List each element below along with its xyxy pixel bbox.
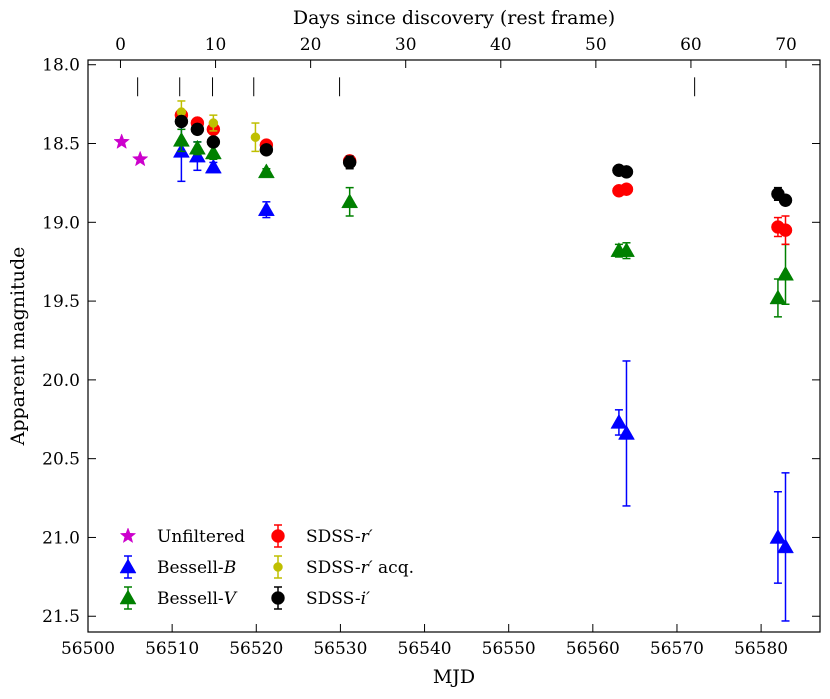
data-layer xyxy=(113,100,794,622)
data-point xyxy=(190,122,205,137)
series-sdss-i xyxy=(174,114,793,207)
legend-label-unfiltered: Unfiltered xyxy=(157,527,245,547)
data-point xyxy=(131,150,149,167)
x-tick-label: 56540 xyxy=(398,639,452,659)
top-tick-label: 70 xyxy=(775,35,797,55)
legend-label-sdss-r-acq: SDSS-r′ acq. xyxy=(306,558,414,578)
series-bessell-b xyxy=(172,120,794,622)
data-point xyxy=(777,265,794,281)
data-point xyxy=(172,131,190,147)
y-tick-label: 18.0 xyxy=(42,56,80,76)
legend-label-bessell-b: Bessell-B xyxy=(157,558,236,578)
y-axis-title: Apparent magnitude xyxy=(7,247,29,447)
data-point xyxy=(341,193,359,209)
x-tick-label: 56520 xyxy=(229,639,283,659)
data-point xyxy=(778,223,793,237)
y-tick-label: 21.0 xyxy=(42,528,80,548)
data-point xyxy=(769,289,787,305)
x-tick-label: 56500 xyxy=(61,639,115,659)
top-tick-label: 40 xyxy=(490,35,512,55)
legend-marker-sdss-r-acq xyxy=(273,562,283,572)
data-point xyxy=(610,413,628,429)
legend-marker-bessell-b xyxy=(119,558,137,574)
data-point xyxy=(619,182,634,196)
legend-markers xyxy=(119,524,285,610)
legend-label-sdss-r: SDSS-r′ xyxy=(306,527,373,547)
legend: Unfiltered Bessell-B Bessell-V SDSS-r′ S… xyxy=(119,524,414,610)
data-point xyxy=(618,242,635,257)
series-bessell-v xyxy=(172,128,794,318)
data-point xyxy=(778,193,793,207)
data-point xyxy=(777,538,794,554)
top-tick-label: 50 xyxy=(585,35,607,55)
data-point xyxy=(259,143,274,157)
data-point xyxy=(257,163,275,179)
y-tick-label: 18.5 xyxy=(42,135,80,155)
y-tick-label: 20.0 xyxy=(42,371,80,391)
legend-marker-sdss-i xyxy=(271,591,285,605)
legend-label-sdss-i: SDSS-i′ xyxy=(306,589,370,609)
x-tick-label: 56560 xyxy=(566,639,620,659)
y-tick-label: 20.5 xyxy=(42,450,80,470)
legend-marker-sdss-r xyxy=(271,529,285,543)
data-point xyxy=(342,155,357,170)
data-point xyxy=(618,424,635,440)
data-point xyxy=(619,165,634,179)
top-tick-label: 20 xyxy=(300,35,322,55)
x-tick-label: 56550 xyxy=(482,639,536,659)
x-tick-label: 56570 xyxy=(650,639,704,659)
legend-marker-unfiltered xyxy=(119,527,137,544)
legend-label-bessell-v: Bessell-V xyxy=(157,589,238,609)
y-tick-label: 19.0 xyxy=(42,213,80,233)
ticks-layer: 56500 56510 56520 56530 56540 56550 56560 56570… xyxy=(42,35,820,659)
top-tick-label: 10 xyxy=(205,35,227,55)
data-point xyxy=(174,114,189,129)
x-tick-label: 56530 xyxy=(313,639,367,659)
data-point xyxy=(208,118,219,128)
plot-frame xyxy=(87,59,821,633)
top-axis-title: Days since discovery (rest frame) xyxy=(293,7,615,29)
legend-marker-bessell-v xyxy=(119,589,137,605)
data-point xyxy=(206,135,221,149)
data-point xyxy=(769,528,787,544)
data-point xyxy=(188,139,206,155)
top-tick-label: 30 xyxy=(395,35,417,55)
data-point xyxy=(257,201,275,216)
x-tick-label: 56580 xyxy=(734,639,788,659)
data-point xyxy=(204,144,222,160)
data-point xyxy=(113,133,130,149)
epoch-markers xyxy=(137,77,696,97)
series-unfiltered xyxy=(113,133,149,167)
y-tick-label: 21.5 xyxy=(42,607,80,627)
top-tick-label: 0 xyxy=(115,35,126,55)
top-tick-label: 60 xyxy=(680,35,702,55)
data-point xyxy=(250,132,261,142)
x-tick-label: 56510 xyxy=(145,639,199,659)
y-tick-label: 19.5 xyxy=(42,292,80,312)
x-axis-title: MJD xyxy=(433,666,475,688)
data-point xyxy=(204,158,222,174)
